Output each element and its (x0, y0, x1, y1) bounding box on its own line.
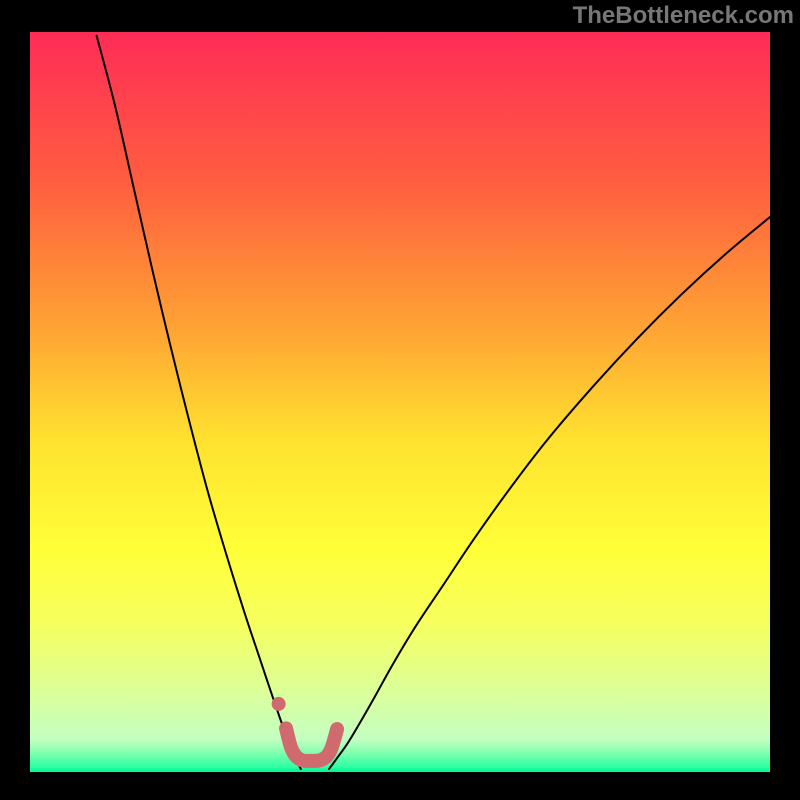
marker-trough-u (286, 728, 337, 761)
watermark-text: TheBottleneck.com (573, 2, 794, 30)
curve-left-branch (97, 36, 301, 769)
bottleneck-chart: TheBottleneck.com (0, 0, 800, 800)
marker-dot (272, 697, 286, 711)
chart-svg-layer (30, 32, 770, 772)
curve-right-branch (329, 217, 770, 769)
